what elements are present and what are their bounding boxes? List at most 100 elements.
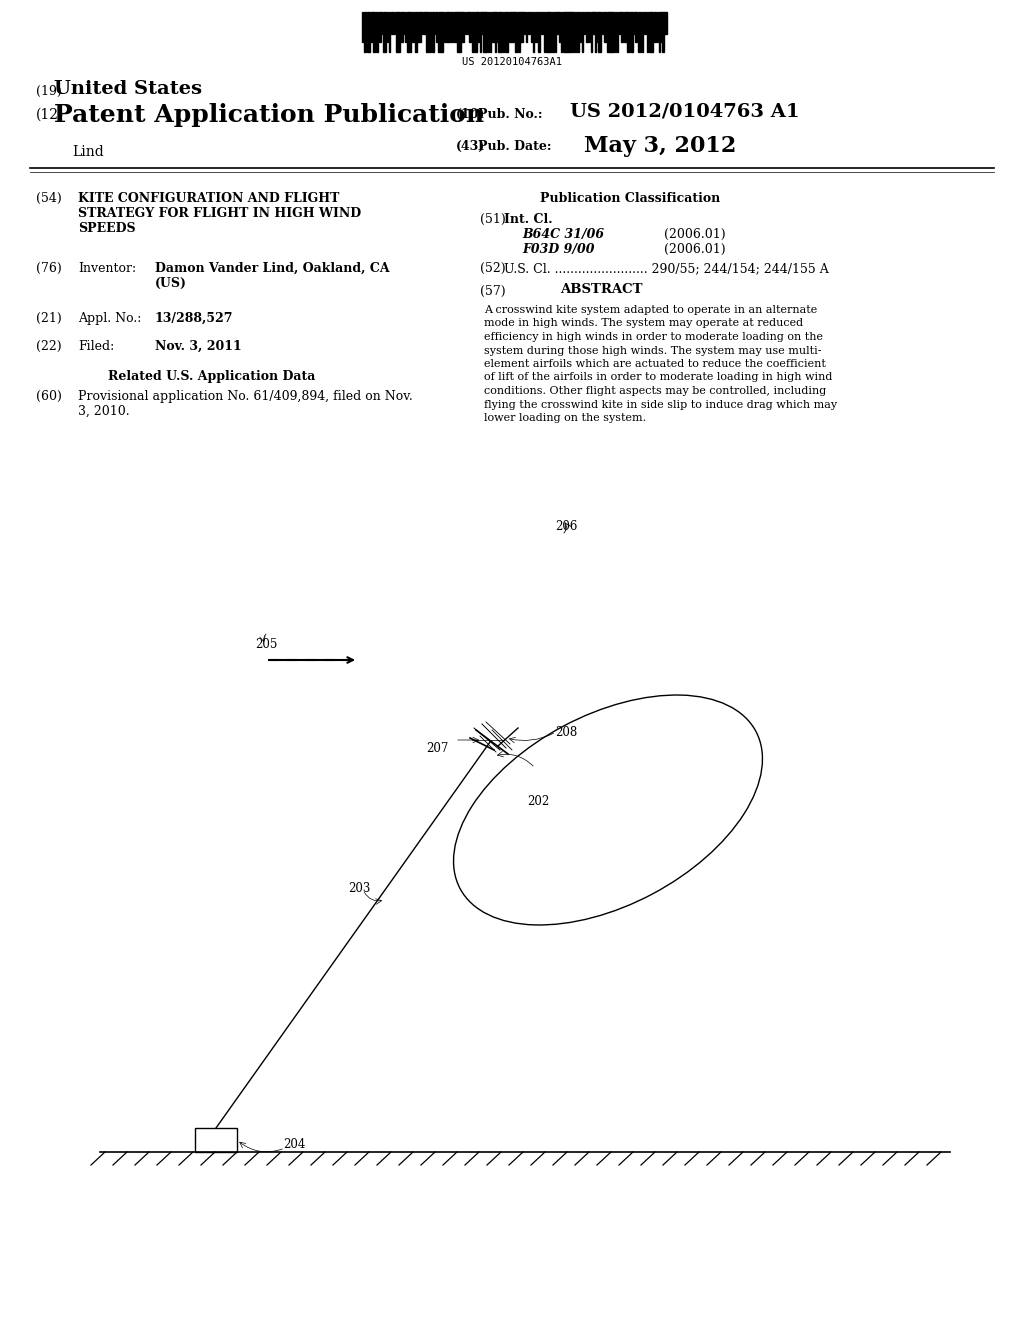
Text: ABSTRACT: ABSTRACT (560, 282, 642, 296)
Bar (481, 12, 482, 34)
Text: 207: 207 (426, 742, 449, 755)
Text: of lift of the airfoils in order to moderate loading in high wind: of lift of the airfoils in order to mode… (484, 372, 833, 383)
Bar (541, 12, 543, 34)
Bar (660, 12, 662, 42)
Bar (472, 12, 474, 51)
Text: 204: 204 (283, 1138, 305, 1151)
Text: (43): (43) (456, 140, 485, 153)
Bar (429, 12, 431, 51)
Bar (632, 12, 634, 51)
Text: 13/288,527: 13/288,527 (155, 312, 233, 325)
Text: 205: 205 (255, 638, 278, 651)
Bar (474, 12, 477, 51)
Text: F03D 9/00: F03D 9/00 (522, 243, 595, 256)
Bar (646, 12, 648, 51)
Text: SPEEDS: SPEEDS (78, 222, 135, 235)
Bar (371, 12, 373, 42)
Text: system during those high winds. The system may use multi-: system during those high winds. The syst… (484, 346, 821, 355)
Bar (383, 12, 385, 51)
Bar (423, 12, 426, 34)
Bar (642, 12, 643, 51)
Bar (364, 12, 366, 51)
Bar (465, 12, 466, 34)
Text: (76): (76) (36, 261, 61, 275)
Bar (592, 12, 595, 34)
Text: lower loading on the system.: lower loading on the system. (484, 413, 646, 422)
Bar (611, 12, 613, 51)
Bar (523, 12, 525, 34)
Bar (561, 12, 562, 51)
Bar (649, 12, 650, 51)
Bar (538, 12, 541, 51)
Bar (606, 12, 608, 51)
Bar (552, 12, 554, 51)
Bar (665, 12, 667, 34)
Bar (654, 12, 656, 42)
Text: May 3, 2012: May 3, 2012 (584, 135, 736, 157)
Bar (572, 12, 573, 51)
Text: 202: 202 (527, 795, 549, 808)
Bar (622, 12, 624, 42)
Text: 206: 206 (555, 520, 578, 533)
Bar (501, 12, 503, 51)
Bar (457, 12, 460, 51)
Text: (60): (60) (36, 389, 61, 403)
Text: Pub. Date:: Pub. Date: (478, 140, 552, 153)
Bar (409, 12, 411, 51)
Bar (390, 12, 392, 34)
Bar (663, 12, 664, 51)
Bar (483, 12, 485, 51)
Bar (563, 12, 565, 51)
Text: A crosswind kite system adapted to operate in an alternate: A crosswind kite system adapted to opera… (484, 305, 817, 315)
Bar (511, 12, 514, 42)
Bar (467, 12, 469, 34)
Bar (602, 12, 603, 34)
Bar (498, 12, 500, 51)
Bar (426, 12, 428, 51)
Bar (432, 12, 434, 51)
Bar (412, 12, 414, 42)
Text: Appl. No.:: Appl. No.: (78, 312, 141, 325)
Text: United States: United States (54, 81, 202, 98)
Text: (22): (22) (36, 341, 61, 352)
Text: KITE CONFIGURATION AND FLIGHT: KITE CONFIGURATION AND FLIGHT (78, 191, 339, 205)
Text: (US): (US) (155, 277, 187, 290)
Bar (379, 12, 381, 42)
Bar (505, 12, 507, 51)
Text: Related U.S. Application Data: Related U.S. Application Data (108, 370, 315, 383)
Text: efficiency in high winds in order to moderate loading on the: efficiency in high winds in order to mod… (484, 333, 823, 342)
Text: element airfoils which are actuated to reduce the coefficient: element airfoils which are actuated to r… (484, 359, 826, 370)
Bar (469, 12, 471, 42)
Text: (12): (12) (36, 108, 65, 121)
Bar (404, 12, 407, 42)
Text: Publication Classification: Publication Classification (540, 191, 720, 205)
Text: flying the crosswind kite in side slip to induce drag which may: flying the crosswind kite in side slip t… (484, 400, 838, 409)
Bar (549, 12, 550, 51)
Bar (520, 12, 523, 42)
Bar (376, 12, 378, 51)
Bar (586, 12, 588, 42)
Bar (598, 12, 601, 51)
Bar (517, 12, 520, 51)
Bar (477, 12, 479, 42)
Bar (546, 12, 548, 51)
Bar (604, 12, 606, 42)
Text: (2006.01): (2006.01) (664, 243, 726, 256)
Bar (608, 12, 611, 51)
Bar (614, 12, 616, 51)
Bar (595, 12, 596, 51)
Bar (401, 12, 402, 42)
Bar (636, 12, 637, 42)
Bar (195, 1129, 237, 1152)
Text: US 20120104763A1: US 20120104763A1 (462, 57, 562, 67)
Bar (373, 12, 375, 51)
Text: Damon Vander Lind, Oakland, CA: Damon Vander Lind, Oakland, CA (155, 261, 389, 275)
Text: conditions. Other flight aspects may be controlled, including: conditions. Other flight aspects may be … (484, 385, 826, 396)
Bar (644, 12, 646, 34)
Text: Filed:: Filed: (78, 341, 115, 352)
Bar (568, 12, 570, 51)
Bar (627, 12, 629, 51)
Bar (407, 12, 409, 51)
Bar (530, 12, 532, 42)
Text: (54): (54) (36, 191, 61, 205)
